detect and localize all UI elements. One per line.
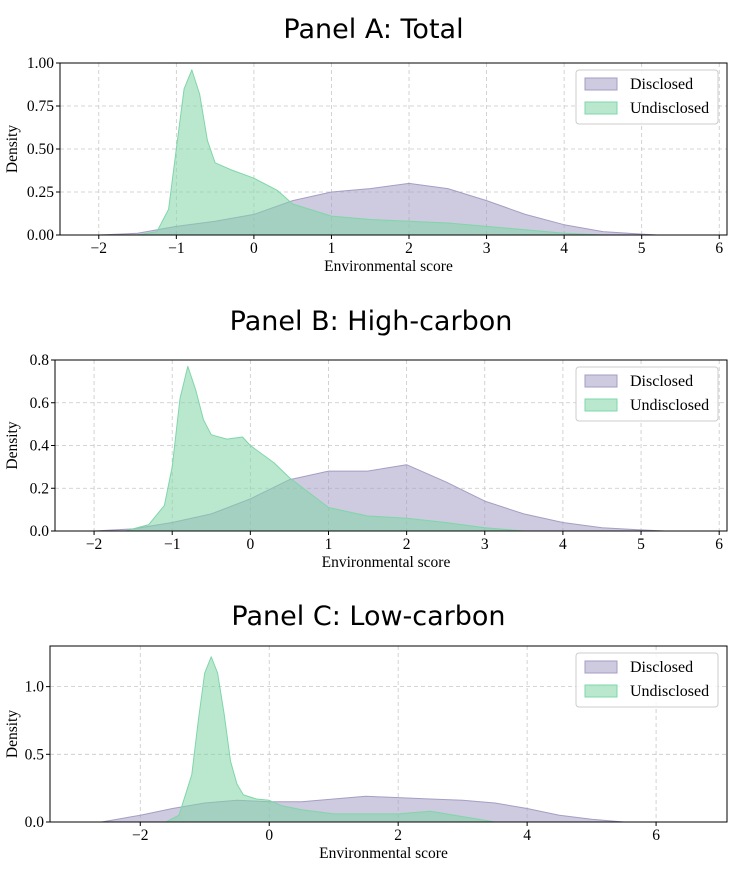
y-tick-label: 1.0 — [25, 679, 45, 696]
x-tick-label: 2 — [403, 536, 411, 553]
legend: Disclosed Undisclosed — [575, 652, 719, 708]
y-tick-label: 0.0 — [30, 523, 50, 540]
legend-swatch-undisclosed — [584, 101, 618, 115]
legend-label-undisclosed: Undisclosed — [630, 397, 709, 414]
x-tick-label: 3 — [481, 536, 489, 553]
legend-swatch-disclosed — [584, 77, 618, 91]
undisclosed-density-area — [165, 656, 496, 823]
x-tick-label: −1 — [164, 536, 181, 553]
x-tick-label: 0 — [265, 827, 273, 844]
x-tick-label: 4 — [560, 240, 568, 257]
undisclosed-density-area — [137, 69, 604, 236]
undisclosed-density-area — [124, 365, 525, 532]
legend-swatch-undisclosed — [584, 684, 618, 698]
x-tick-label: 6 — [715, 536, 723, 553]
legend-swatch-undisclosed — [584, 398, 618, 412]
legend-swatch-disclosed — [584, 660, 618, 674]
x-tick-label: −1 — [168, 240, 185, 257]
legend: Disclosed Undisclosed — [575, 69, 719, 125]
legend-label-disclosed: Disclosed — [630, 373, 693, 390]
y-axis-label: Density — [4, 125, 21, 173]
y-tick-label: 0.0 — [25, 814, 45, 831]
x-axis-label: Environmental score — [322, 554, 451, 571]
x-tick-label: 2 — [394, 827, 402, 844]
panel-title: Panel A: Total — [283, 14, 463, 45]
legend-label-undisclosed: Undisclosed — [630, 683, 709, 700]
x-tick-label: 6 — [715, 240, 723, 257]
y-tick-label: 0.5 — [25, 746, 45, 763]
y-tick-label: 0.4 — [30, 438, 50, 455]
legend-label-undisclosed: Undisclosed — [630, 100, 709, 117]
x-tick-label: −2 — [132, 827, 149, 844]
x-tick-label: 5 — [637, 536, 645, 553]
y-tick-label: 0.50 — [27, 141, 54, 158]
panel-1: Panel A: Total −2 −1 0 1 2 3 4 5 6 0.00 0.25 0.50 0.7… — [4, 14, 728, 275]
x-tick-label: 4 — [559, 536, 567, 553]
legend-label-disclosed: Disclosed — [630, 76, 693, 93]
x-tick-label: −2 — [91, 240, 108, 257]
x-tick-label: 2 — [405, 240, 413, 257]
x-axis-label: Environmental score — [324, 258, 453, 275]
y-tick-label: 0.2 — [30, 480, 49, 497]
x-tick-label: 6 — [652, 827, 660, 844]
x-tick-label: 3 — [483, 240, 491, 257]
y-tick-label: 1.00 — [27, 55, 54, 72]
panel-title: Panel C: Low-carbon — [231, 601, 505, 632]
y-tick-label: 0.00 — [27, 227, 54, 244]
panel-3: Panel C: Low-carbon −2 0 2 4 6 0.0 0.5 1.0 Enviro… — [4, 601, 728, 862]
legend-swatch-disclosed — [584, 374, 618, 388]
x-tick-label: 4 — [523, 827, 531, 844]
axes-frame — [49, 645, 728, 823]
x-tick-label: 1 — [325, 536, 333, 553]
x-tick-label: 0 — [250, 240, 258, 257]
y-tick-label: 0.8 — [30, 352, 50, 369]
x-tick-label: −2 — [86, 536, 103, 553]
legend: Disclosed Undisclosed — [575, 366, 719, 422]
y-tick-label: 0.25 — [27, 184, 54, 201]
panel-title: Panel B: High-carbon — [230, 306, 513, 337]
y-axis-label: Density — [4, 710, 21, 758]
y-tick-label: 0.6 — [30, 395, 50, 412]
y-tick-label: 0.75 — [27, 98, 54, 115]
x-tick-label: 0 — [246, 536, 254, 553]
y-axis-label: Density — [4, 421, 21, 469]
x-axis-label: Environmental score — [319, 845, 448, 862]
x-tick-label: 5 — [638, 240, 646, 257]
panel-2: Panel B: High-carbon −2 −1 0 1 2 3 4 5 6 0.0 0.2 0.4… — [4, 306, 728, 571]
x-tick-label: 1 — [328, 240, 336, 257]
legend-label-disclosed: Disclosed — [630, 659, 693, 676]
